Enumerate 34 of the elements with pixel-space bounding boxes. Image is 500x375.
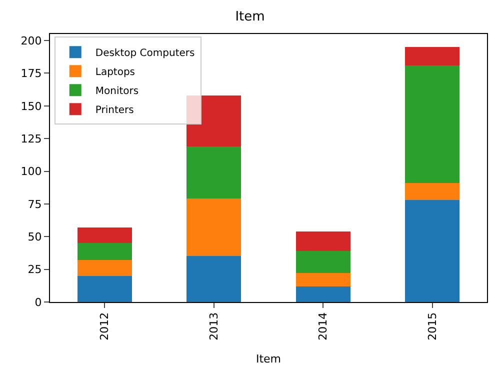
bar [186, 146, 242, 199]
bar [296, 286, 350, 302]
y-tick-label: 200 [20, 34, 42, 48]
legend-label: Printers [95, 105, 134, 116]
bar [77, 276, 132, 302]
y-tick-label: 150 [20, 100, 42, 113]
bar [186, 256, 242, 302]
bar [296, 231, 350, 252]
x-tick-label: 2012 [98, 312, 112, 340]
bar [296, 273, 350, 286]
bar [186, 198, 242, 256]
legend-label: Monitors [95, 86, 139, 98]
bar [77, 243, 132, 260]
bar [77, 227, 132, 244]
y-tick-label: 175 [20, 67, 42, 80]
y-tick-label: 125 [20, 132, 42, 146]
legend-label: Desktop Computers [95, 48, 195, 60]
x-tick-label: 2014 [316, 312, 330, 340]
bar [77, 260, 132, 276]
y-tick-label: 50 [28, 230, 42, 244]
x-tick-label: 2015 [426, 312, 439, 340]
y-tick-label: 25 [28, 263, 42, 276]
y-tick-label: 0 [34, 296, 42, 309]
bar [405, 65, 460, 184]
chart-title: Item [235, 9, 265, 24]
bar [405, 47, 460, 66]
bar [405, 183, 460, 200]
bar [405, 200, 460, 302]
y-tick-label: 100 [20, 165, 42, 178]
x-tick-label: 2013 [207, 312, 220, 340]
x-axis-title: Item [256, 352, 282, 366]
y-tick-label: 75 [28, 198, 42, 211]
bar [296, 251, 350, 274]
legend-label: Laptops [95, 67, 136, 78]
